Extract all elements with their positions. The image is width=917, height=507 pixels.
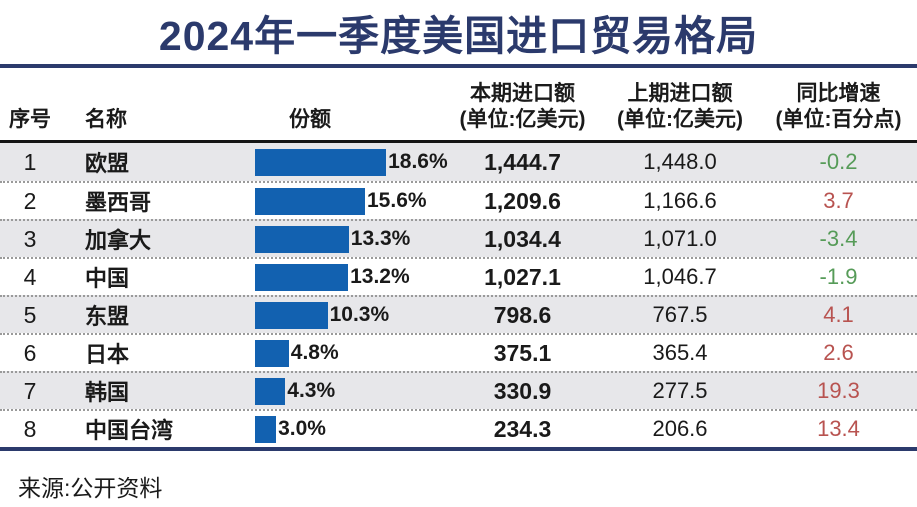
share-label: 18.6% <box>388 150 448 173</box>
header-share: 份额 <box>289 108 331 131</box>
share-label: 15.6% <box>367 189 427 212</box>
rank-cell: 4 <box>23 263 37 290</box>
rank-cell: 8 <box>23 415 37 442</box>
table-row: 4 中国 13.2% 1,027.1 1,046.7 -1.9 <box>0 257 917 295</box>
current-import-cell: 234.3 <box>493 415 552 442</box>
name-cell: 中国台湾 <box>85 418 174 443</box>
growth-cell: 19.3 <box>817 378 860 403</box>
previous-import-cell: 767.5 <box>652 302 708 327</box>
table-row: 6 日本 4.8% 375.1 365.4 2.6 <box>0 333 917 371</box>
header-growth-title: 同比增速 <box>796 82 881 105</box>
share-bar <box>255 301 328 329</box>
rank-cell: 5 <box>23 301 37 328</box>
growth-cell: 2.6 <box>823 340 854 365</box>
share-cell: 13.3% <box>230 225 445 253</box>
header-previous-import: 上期进口额 (单位:亿美元) <box>600 81 760 140</box>
share-cell: 10.3% <box>230 301 445 329</box>
share-cell: 13.2% <box>230 263 445 291</box>
name-cell: 加拿大 <box>85 228 152 253</box>
share-cell: 3.0% <box>230 415 445 443</box>
name-cell: 日本 <box>85 342 130 367</box>
growth-cell: -0.2 <box>819 149 858 174</box>
current-import-cell: 375.1 <box>493 339 552 366</box>
table-row: 3 加拿大 13.3% 1,034.4 1,071.0 -3.4 <box>0 219 917 257</box>
growth-cell: -3.4 <box>819 226 858 251</box>
table-body: 1 欧盟 18.6% 1,444.7 1,448.0 -0.2 2 墨西哥 15… <box>0 143 917 447</box>
current-import-cell: 1,209.6 <box>484 187 561 214</box>
share-bar <box>255 415 277 443</box>
table-row: 8 中国台湾 3.0% 234.3 206.6 13.4 <box>0 409 917 447</box>
current-import-cell: 1,034.4 <box>484 225 561 252</box>
table-header-row: 序号 名称 份额 本期进口额 (单位:亿美元) 上期进口额 (单位:亿美元) 同… <box>0 68 917 143</box>
header-name: 名称 <box>85 108 127 131</box>
share-cell: 4.8% <box>230 339 445 367</box>
name-cell: 中国 <box>85 266 130 291</box>
share-label: 4.3% <box>287 379 336 402</box>
share-label: 4.8% <box>290 341 339 364</box>
table-row: 1 欧盟 18.6% 1,444.7 1,448.0 -0.2 <box>0 143 917 181</box>
title-divider <box>0 64 917 68</box>
share-label: 10.3% <box>329 303 390 326</box>
previous-import-cell: 206.6 <box>652 416 708 441</box>
previous-import-cell: 277.5 <box>652 378 708 403</box>
current-import-cell: 1,027.1 <box>484 263 561 290</box>
growth-cell: 4.1 <box>823 302 854 327</box>
previous-import-cell: 365.4 <box>652 340 708 365</box>
rank-cell: 3 <box>23 225 37 252</box>
growth-cell: 3.7 <box>823 188 854 213</box>
share-cell: 4.3% <box>230 377 445 405</box>
share-bar <box>255 339 289 367</box>
rank-cell: 1 <box>23 148 37 175</box>
previous-import-cell: 1,166.6 <box>643 188 717 213</box>
header-current-import-title: 本期进口额 <box>470 82 575 105</box>
share-bar <box>255 148 387 176</box>
current-import-cell: 798.6 <box>493 301 552 328</box>
current-import-cell: 1,444.7 <box>484 148 561 175</box>
growth-cell: 13.4 <box>817 416 860 441</box>
share-bar <box>255 187 365 215</box>
rank-cell: 7 <box>23 377 37 404</box>
header-index: 序号 <box>9 108 51 131</box>
name-cell: 东盟 <box>85 304 130 329</box>
share-label: 3.0% <box>278 417 326 440</box>
header-current-import-unit: (单位:亿美元) <box>459 108 586 131</box>
current-import-cell: 330.9 <box>493 377 552 404</box>
share-bar <box>255 377 286 405</box>
header-growth: 同比增速 (单位:百分点) <box>760 81 917 140</box>
header-current-import: 本期进口额 (单位:亿美元) <box>445 81 600 140</box>
previous-import-cell: 1,071.0 <box>643 226 717 251</box>
share-bar <box>255 225 349 253</box>
header-previous-import-title: 上期进口额 <box>627 82 733 105</box>
previous-import-cell: 1,046.7 <box>643 264 717 289</box>
share-cell: 18.6% <box>230 148 448 176</box>
share-label: 13.3% <box>350 227 411 250</box>
share-label: 13.2% <box>350 265 410 288</box>
previous-import-cell: 1,448.0 <box>643 149 717 174</box>
table-row: 2 墨西哥 15.6% 1,209.6 1,166.6 3.7 <box>0 181 917 219</box>
header-growth-unit: (单位:百分点) <box>775 108 902 131</box>
header-previous-import-unit: (单位:亿美元) <box>617 108 743 131</box>
table-row: 5 东盟 10.3% 798.6 767.5 4.1 <box>0 295 917 333</box>
source-note: 来源:公开资料 <box>18 475 163 501</box>
growth-cell: -1.9 <box>819 264 858 289</box>
trade-table: 序号 名称 份额 本期进口额 (单位:亿美元) 上期进口额 (单位:亿美元) 同… <box>0 68 917 447</box>
table-row: 7 韩国 4.3% 330.9 277.5 19.3 <box>0 371 917 409</box>
name-cell: 韩国 <box>85 380 130 405</box>
share-bar <box>255 263 349 291</box>
name-cell: 欧盟 <box>85 151 130 176</box>
rank-cell: 2 <box>23 187 37 214</box>
name-cell: 墨西哥 <box>85 190 152 215</box>
page-title: 2024年一季度美国进口贸易格局 <box>158 13 759 59</box>
table-bottom-divider <box>0 447 917 451</box>
rank-cell: 6 <box>23 339 37 366</box>
share-cell: 15.6% <box>230 187 445 215</box>
